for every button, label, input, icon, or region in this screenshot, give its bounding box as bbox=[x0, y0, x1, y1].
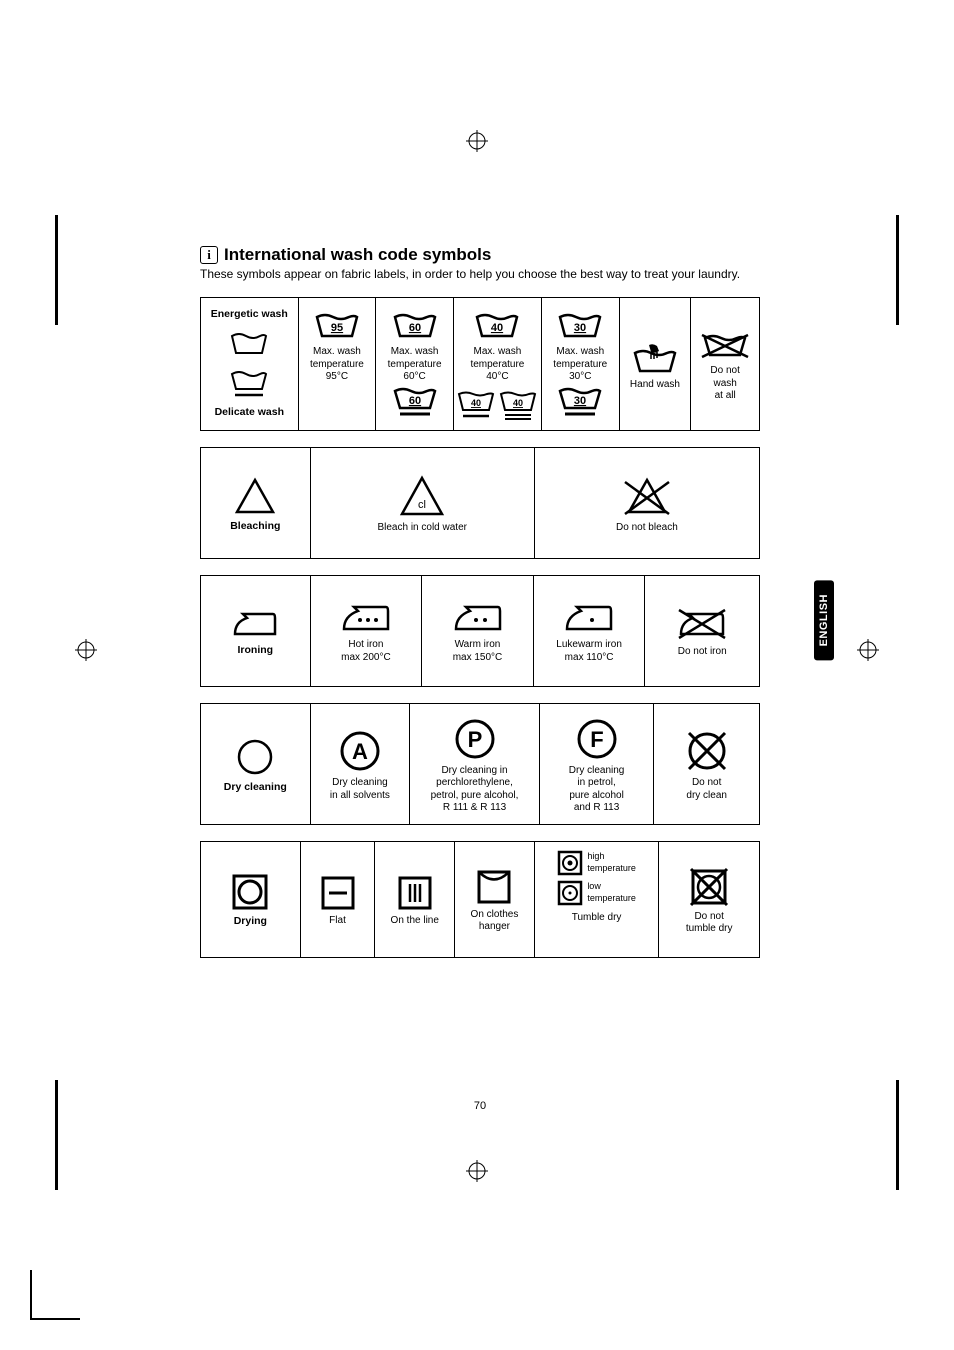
registration-mark bbox=[466, 130, 488, 152]
iron-3dot-icon bbox=[340, 601, 392, 635]
triangle-cl-icon: cl bbox=[398, 474, 446, 518]
tub-95-icon: 95 bbox=[313, 310, 361, 340]
bleach-title: Bleaching bbox=[230, 520, 280, 533]
tub-underline-icon bbox=[229, 368, 269, 398]
language-tab: ENGLISH bbox=[814, 580, 834, 660]
iron-icon bbox=[231, 608, 279, 640]
tumble-cross-icon bbox=[689, 867, 729, 907]
svg-text:F: F bbox=[590, 727, 603, 752]
tub-40-underline-icon: 40 bbox=[456, 388, 496, 422]
tub-icon bbox=[229, 330, 269, 356]
square-circle-icon bbox=[231, 873, 269, 911]
tub-60-underline-icon: 60 bbox=[391, 384, 439, 418]
drying-title: Drying bbox=[234, 915, 267, 928]
page-title: International wash code symbols bbox=[224, 245, 491, 265]
svg-text:60: 60 bbox=[408, 322, 420, 334]
bleach-panel: Bleaching cl Bleach in cold water Do not… bbox=[200, 447, 760, 559]
circle-cross-icon bbox=[685, 729, 729, 773]
do-not-wash-icon bbox=[700, 329, 750, 361]
svg-text:cl: cl bbox=[418, 499, 426, 511]
svg-text:60: 60 bbox=[408, 395, 420, 407]
registration-mark bbox=[75, 639, 97, 661]
tumble-high-icon bbox=[557, 850, 583, 876]
tub-40-icon: 40 bbox=[473, 310, 521, 340]
iron-cross-icon bbox=[675, 606, 729, 642]
circle-f-icon: F bbox=[575, 717, 619, 761]
tub-40-double-underline-icon: 40 bbox=[498, 388, 538, 422]
iron-title: Ironing bbox=[238, 644, 274, 657]
svg-text:A: A bbox=[352, 739, 368, 764]
hand-wash-icon bbox=[631, 341, 679, 375]
info-icon: i bbox=[200, 246, 218, 264]
energetic-label: Energetic wash bbox=[211, 308, 288, 321]
circle-icon bbox=[235, 737, 275, 777]
dryclean-title: Dry cleaning bbox=[224, 781, 287, 794]
svg-text:30: 30 bbox=[574, 322, 586, 334]
registration-mark bbox=[466, 1160, 488, 1182]
square-envelope-icon bbox=[476, 869, 512, 905]
tub-30-underline-icon: 30 bbox=[556, 384, 604, 418]
square-lines-icon bbox=[397, 875, 433, 911]
page-subtitle: These symbols appear on fabric labels, i… bbox=[200, 267, 760, 281]
iron-panel: Ironing Hot ironmax 200°C Warm ironmax 1… bbox=[200, 575, 760, 687]
page-number: 70 bbox=[200, 1100, 760, 1112]
triangle-icon bbox=[233, 476, 277, 516]
svg-text:40: 40 bbox=[513, 398, 523, 408]
svg-text:40: 40 bbox=[491, 322, 503, 334]
tub-30-icon: 30 bbox=[556, 310, 604, 340]
delicate-label: Delicate wash bbox=[215, 406, 284, 419]
svg-text:30: 30 bbox=[574, 395, 586, 407]
iron-1dot-icon bbox=[563, 601, 615, 635]
wash-panel: Energetic wash Delicate wash 95 Max. was… bbox=[200, 297, 760, 431]
svg-text:40: 40 bbox=[471, 398, 481, 408]
tumble-low-icon bbox=[557, 880, 583, 906]
triangle-cross-icon bbox=[621, 474, 673, 518]
circle-p-icon: P bbox=[453, 717, 497, 761]
tub-60-icon: 60 bbox=[391, 310, 439, 340]
square-dash-icon bbox=[320, 875, 356, 911]
svg-text:95: 95 bbox=[331, 322, 343, 334]
registration-mark bbox=[857, 639, 879, 661]
svg-text:P: P bbox=[467, 727, 482, 752]
iron-2dot-icon bbox=[452, 601, 504, 635]
circle-a-icon: A bbox=[338, 729, 382, 773]
drying-panel: Drying Flat On the line On clotheshanger… bbox=[200, 841, 760, 958]
dryclean-panel: Dry cleaning A Dry cleaningin all solven… bbox=[200, 703, 760, 825]
